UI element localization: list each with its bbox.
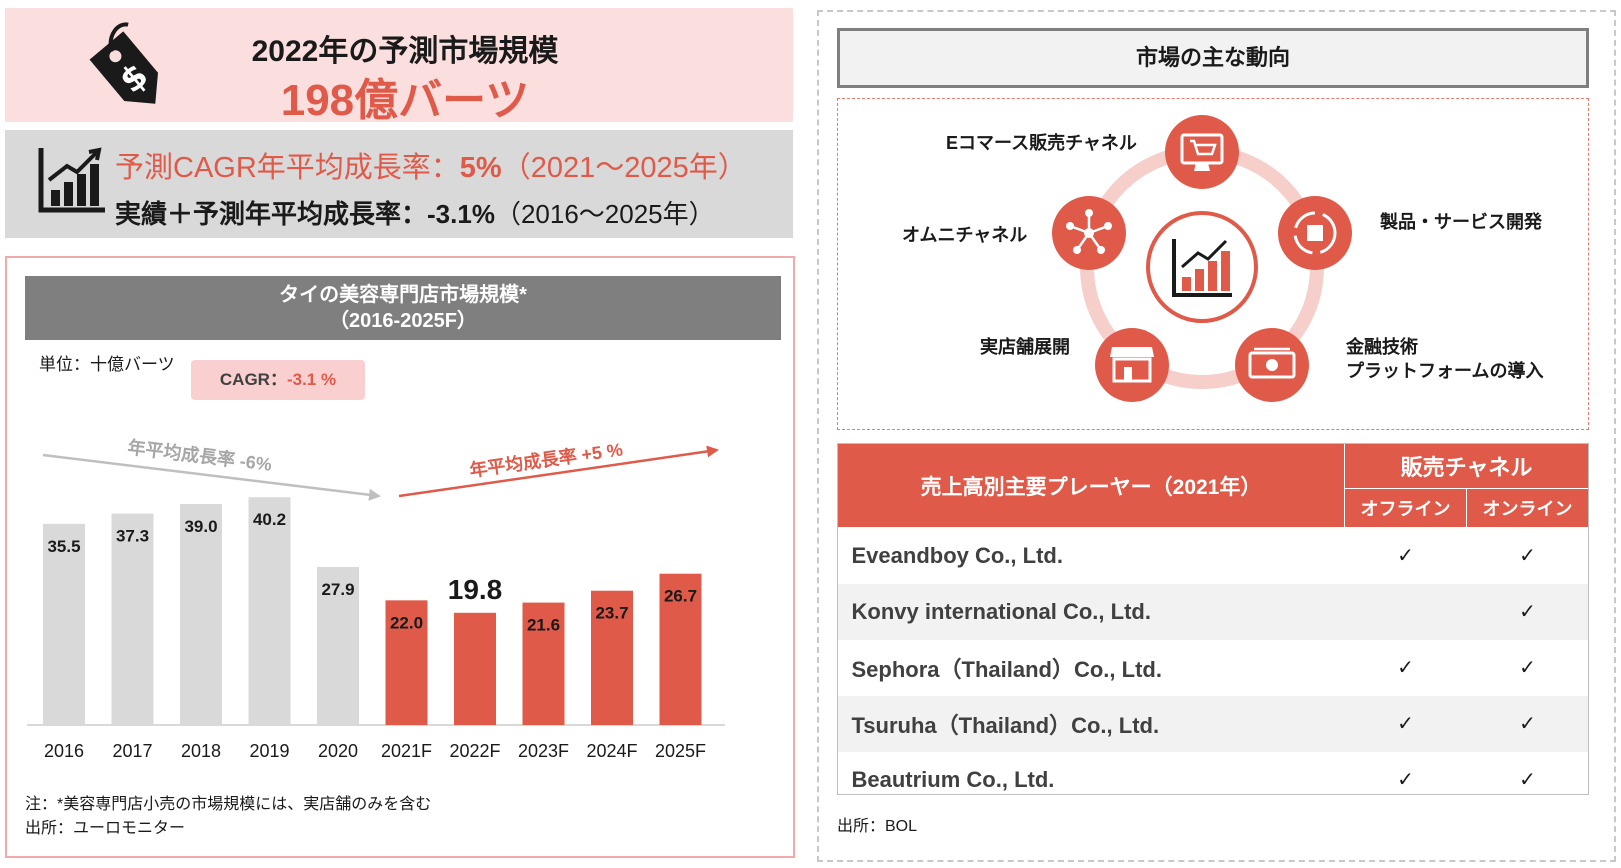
network-icon xyxy=(1052,196,1126,270)
bar-2021F xyxy=(385,600,428,725)
table-row: Konvy international Co., Ltd. ✓ xyxy=(837,583,1589,640)
trend-omnichannel-label: オムニチャネル xyxy=(902,225,1028,245)
chart-note: 注：*美容専門店小売の市場規模には、実店舗のみを含む xyxy=(25,796,432,813)
offline-check xyxy=(1344,583,1467,640)
online-check: ✓ xyxy=(1466,639,1589,696)
x-tick-label: 2018 xyxy=(181,741,221,761)
cagr-chip: CAGR：-3.1 % xyxy=(191,360,365,400)
storefront-icon xyxy=(1095,328,1169,402)
x-tick-label: 2022F xyxy=(449,741,500,761)
bar-chart-icon xyxy=(38,147,105,213)
cagr-banner: 予測CAGR年平均成長率：5%（2021～2025年） 実績＋予測年平均成長率：… xyxy=(5,130,793,238)
x-tick-label: 2019 xyxy=(249,741,289,761)
table-row: Tsuruha（Thailand）Co., Ltd. ✓ ✓ xyxy=(837,695,1589,752)
money-icon xyxy=(1235,328,1309,402)
total-cagr-text: 実績＋予測年平均成長率：-3.1%（2016～2025年） xyxy=(115,194,715,231)
x-tick-label: 2017 xyxy=(112,741,152,761)
players-header: 売上高別主要プレーヤー（2021年） xyxy=(837,443,1345,528)
bar-value-label: 37.3 xyxy=(116,527,149,546)
x-tick-label: 2021F xyxy=(381,741,432,761)
forecast-cagr-value: 5% xyxy=(459,152,502,184)
trend-fintech-label: 金融技術 プラットフォームの導入 xyxy=(1346,337,1544,381)
forecast-value: 198億バーツ xyxy=(280,76,530,125)
online-header: オンライン xyxy=(1466,488,1589,528)
forecast-title: 2022年の予測市場規模 xyxy=(251,35,559,68)
offline-check: ✓ xyxy=(1344,751,1467,808)
player-name: Tsuruha（Thailand）Co., Ltd. xyxy=(837,695,1345,752)
growth-chart-icon xyxy=(1146,211,1258,323)
table-row: Sephora（Thailand）Co., Ltd. ✓ ✓ xyxy=(837,639,1589,696)
online-check: ✓ xyxy=(1466,583,1589,640)
bar-2019 xyxy=(248,497,291,725)
player-name: Eveandboy Co., Ltd. xyxy=(837,527,1345,584)
total-cagr-label: 実績＋予測年平均成長率： xyxy=(115,199,428,229)
trend-diagram: Eコマース販売チャネル 製品・サービス開発 金融技術 プラットフォームの導入 実… xyxy=(837,98,1589,430)
bar-2024F xyxy=(591,590,633,725)
bar-2023F xyxy=(522,602,565,725)
bar-2018 xyxy=(180,504,222,725)
cagr-chip-label: CAGR： xyxy=(219,370,287,389)
offline-check: ✓ xyxy=(1344,527,1467,584)
trend-past-arrow xyxy=(42,453,381,501)
cagr-chip-value: -3.1 % xyxy=(286,370,337,389)
bar-2016 xyxy=(43,523,85,725)
players-source: 出所：BOL xyxy=(837,818,918,835)
bar-2025F xyxy=(659,573,702,725)
forecast-cagr-label: 予測CAGR年平均成長率： xyxy=(115,152,460,184)
trend-store-label: 実店舗展開 xyxy=(980,337,1070,357)
market-size-chart-panel: タイの美容専門店市場規模* （2016-2025F） 単位：十億バーツ CAGR… xyxy=(5,256,795,858)
price-tag-icon: $ xyxy=(89,22,158,104)
bar-value-label: 39.0 xyxy=(184,517,217,536)
bar-2022F xyxy=(454,612,496,725)
offline-check: ✓ xyxy=(1344,639,1467,696)
forecast-cagr-text: 予測CAGR年平均成長率：5%（2021～2025年） xyxy=(115,144,747,186)
forecast-banner: $ 2022年の予測市場規模 198億バーツ xyxy=(5,8,793,125)
bar-value-label: 26.7 xyxy=(664,587,697,606)
online-check: ✓ xyxy=(1466,751,1589,808)
bar-2017 xyxy=(111,513,154,725)
computer-cart-icon xyxy=(1165,115,1239,189)
bar-chart: 年平均成長率 -6% 年平均成長率 +5 % 35.5201637.320173… xyxy=(27,436,725,761)
bar-value-label: 21.6 xyxy=(527,616,560,635)
chart-title: タイの美容専門店市場規模* （2016-2025F） xyxy=(25,276,781,340)
x-tick-label: 2020 xyxy=(318,741,358,761)
chart-source: 出所：ユーロモニター xyxy=(25,820,186,837)
x-tick-label: 2023F xyxy=(518,741,569,761)
x-tick-label: 2024F xyxy=(586,741,637,761)
channel-header: 販売チャネル xyxy=(1344,442,1589,490)
online-check: ✓ xyxy=(1466,695,1589,752)
online-check: ✓ xyxy=(1466,527,1589,584)
forecast-cagr-period: （2021～2025年） xyxy=(501,152,747,184)
market-trends-panel: 市場の主な動向 xyxy=(817,10,1616,862)
table-row: Eveandboy Co., Ltd. ✓ ✓ xyxy=(837,527,1589,584)
chart-notes: 注：*美容専門店小売の市場規模には、実店舗のみを含む 出所：ユーロモニター xyxy=(25,793,431,841)
bar-value-label: 40.2 xyxy=(253,510,286,529)
player-name: Sephora（Thailand）Co., Ltd. xyxy=(837,639,1345,696)
box-cycle-icon xyxy=(1278,196,1352,270)
bar-value-label: 35.5 xyxy=(47,537,80,556)
x-tick-label: 2016 xyxy=(44,741,84,761)
bar-value-label: 22.0 xyxy=(390,613,423,632)
trend-cycle-diagram xyxy=(1052,115,1352,402)
total-cagr-period: （2016～2025年） xyxy=(494,199,715,229)
player-name: Beautrium Co., Ltd. xyxy=(837,751,1345,808)
x-tick-label: 2025F xyxy=(655,741,706,761)
table-row: Beautrium Co., Ltd. ✓ ✓ xyxy=(837,751,1589,808)
offline-check: ✓ xyxy=(1344,695,1467,752)
chart-title-line2: （2016-2025F） xyxy=(329,310,477,332)
bar-2020 xyxy=(317,566,359,725)
unit-label: 単位：十億バーツ xyxy=(39,355,175,374)
trends-header: 市場の主な動向 xyxy=(837,28,1589,88)
bar-value-label: 23.7 xyxy=(595,604,628,623)
chart-title-line1: タイの美容専門店市場規模* xyxy=(279,284,527,306)
trend-future-arrow xyxy=(398,445,719,498)
trend-product-label: 製品・サービス開発 xyxy=(1380,212,1542,232)
bar-value-label: 19.8 xyxy=(448,574,503,605)
offline-header: オフライン xyxy=(1344,488,1467,528)
bar-value-label: 27.9 xyxy=(321,580,354,599)
player-name: Konvy international Co., Ltd. xyxy=(837,583,1345,640)
key-players-table: 売上高別主要プレーヤー（2021年） 販売チャネル オフライン オンライン Ev… xyxy=(837,442,1589,808)
trend-ecommerce-label: Eコマース販売チャネル xyxy=(946,133,1137,153)
total-cagr-value: -3.1% xyxy=(427,199,495,229)
